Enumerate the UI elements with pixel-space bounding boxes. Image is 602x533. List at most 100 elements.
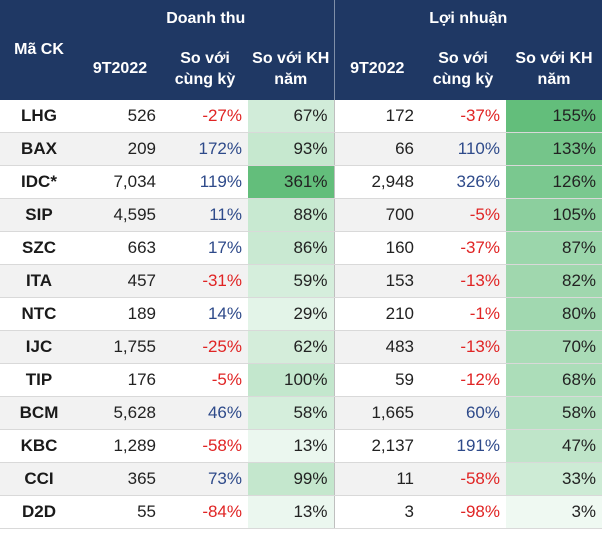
revenue-yoy-cell: 172% xyxy=(162,132,248,166)
ticker-cell: ITA xyxy=(0,264,78,298)
revenue-yoy-cell: -84% xyxy=(162,495,248,529)
revenue-cell: 176 xyxy=(78,363,162,397)
revenue-yoy-cell: -58% xyxy=(162,429,248,463)
revenue-yoy-header: So với cùng kỳ xyxy=(162,37,248,100)
profit-vs-plan-cell: 133% xyxy=(506,132,602,166)
revenue-group-header: Doanh thu xyxy=(78,0,334,37)
profit-vs-plan-cell: 80% xyxy=(506,297,602,331)
revenue-vs-plan-cell: 58% xyxy=(248,396,334,430)
revenue-vs-plan-cell: 93% xyxy=(248,132,334,166)
profit-cell: 2,137 xyxy=(333,429,420,463)
profit-yoy-cell: 110% xyxy=(420,132,506,166)
profit-vs-plan-cell: 3% xyxy=(506,495,602,529)
table-row: SZC 663 17% 86% 160 -37% 87% xyxy=(0,231,602,265)
profit-vs-plan-cell: 33% xyxy=(506,462,602,496)
ticker-cell: BCM xyxy=(0,396,78,430)
ticker-cell: KBC xyxy=(0,429,78,463)
table-row: SIP 4,595 11% 88% 700 -5% 105% xyxy=(0,198,602,232)
profit-yoy-header: So với cùng kỳ xyxy=(420,37,506,100)
revenue-vs-plan-header: So với KH năm xyxy=(248,37,334,100)
revenue-period-header: 9T2022 xyxy=(78,37,162,100)
profit-vs-plan-cell: 105% xyxy=(506,198,602,232)
profit-cell: 59 xyxy=(333,363,420,397)
table-header: Mã CK Doanh thu Lợi nhuận 9T2022 So với … xyxy=(0,0,602,100)
profit-yoy-cell: -5% xyxy=(420,198,506,232)
ticker-cell: NTC xyxy=(0,297,78,331)
profit-vs-plan-cell: 68% xyxy=(506,363,602,397)
ticker-column-header: Mã CK xyxy=(0,0,78,100)
profit-yoy-cell: -1% xyxy=(420,297,506,331)
revenue-cell: 457 xyxy=(78,264,162,298)
ticker-cell: SZC xyxy=(0,231,78,265)
revenue-vs-plan-cell: 99% xyxy=(248,462,334,496)
ticker-cell: IJC xyxy=(0,330,78,364)
ticker-cell: TIP xyxy=(0,363,78,397)
profit-vs-plan-cell: 70% xyxy=(506,330,602,364)
revenue-yoy-cell: -27% xyxy=(162,100,248,133)
ticker-cell: LHG xyxy=(0,100,78,133)
revenue-yoy-cell: 46% xyxy=(162,396,248,430)
profit-yoy-cell: -12% xyxy=(420,363,506,397)
profit-vs-plan-cell: 155% xyxy=(506,100,602,133)
revenue-vs-plan-cell: 67% xyxy=(248,100,334,133)
profit-period-header: 9T2022 xyxy=(333,37,420,100)
profit-vs-plan-header: So với KH năm xyxy=(506,37,602,100)
revenue-cell: 1,289 xyxy=(78,429,162,463)
revenue-yoy-cell: 73% xyxy=(162,462,248,496)
revenue-cell: 5,628 xyxy=(78,396,162,430)
revenue-cell: 526 xyxy=(78,100,162,133)
profit-yoy-cell: -13% xyxy=(420,264,506,298)
revenue-cell: 663 xyxy=(78,231,162,265)
profit-cell: 153 xyxy=(333,264,420,298)
ticker-cell: SIP xyxy=(0,198,78,232)
table-body: LHG 526 -27% 67% 172 -37% 155% BAX 209 172% 93% 66 1… xyxy=(0,100,602,529)
revenue-vs-plan-cell: 29% xyxy=(248,297,334,331)
ticker-cell: BAX xyxy=(0,132,78,166)
revenue-cell: 209 xyxy=(78,132,162,166)
revenue-yoy-cell: -25% xyxy=(162,330,248,364)
revenue-cell: 4,595 xyxy=(78,198,162,232)
ticker-cell: CCI xyxy=(0,462,78,496)
profit-cell: 66 xyxy=(333,132,420,166)
profit-cell: 1,665 xyxy=(333,396,420,430)
profit-cell: 210 xyxy=(333,297,420,331)
revenue-cell: 1,755 xyxy=(78,330,162,364)
profit-yoy-cell: -13% xyxy=(420,330,506,364)
profit-cell: 11 xyxy=(333,462,420,496)
profit-vs-plan-cell: 87% xyxy=(506,231,602,265)
revenue-vs-plan-cell: 361% xyxy=(248,165,334,199)
profit-cell: 483 xyxy=(333,330,420,364)
profit-vs-plan-cell: 58% xyxy=(506,396,602,430)
table-row: LHG 526 -27% 67% 172 -37% 155% xyxy=(0,100,602,133)
revenue-yoy-cell: 17% xyxy=(162,231,248,265)
table-row: KBC 1,289 -58% 13% 2,137 191% 47% xyxy=(0,429,602,463)
profit-cell: 160 xyxy=(333,231,420,265)
table-row: NTC 189 14% 29% 210 -1% 80% xyxy=(0,297,602,331)
profit-yoy-cell: 191% xyxy=(420,429,506,463)
revenue-vs-plan-cell: 86% xyxy=(248,231,334,265)
profit-vs-plan-cell: 82% xyxy=(506,264,602,298)
profit-cell: 3 xyxy=(333,495,420,529)
profit-cell: 2,948 xyxy=(333,165,420,199)
revenue-yoy-cell: 119% xyxy=(162,165,248,199)
ticker-cell: D2D xyxy=(0,495,78,529)
table-row: CCI 365 73% 99% 11 -58% 33% xyxy=(0,462,602,496)
profit-group-header: Lợi nhuận xyxy=(333,0,602,37)
revenue-vs-plan-cell: 62% xyxy=(248,330,334,364)
profit-yoy-cell: 60% xyxy=(420,396,506,430)
revenue-cell: 365 xyxy=(78,462,162,496)
revenue-yoy-cell: -31% xyxy=(162,264,248,298)
ticker-cell: IDC* xyxy=(0,165,78,199)
revenue-cell: 7,034 xyxy=(78,165,162,199)
revenue-vs-plan-cell: 13% xyxy=(248,495,334,529)
revenue-vs-plan-cell: 100% xyxy=(248,363,334,397)
revenue-yoy-cell: -5% xyxy=(162,363,248,397)
table-row: TIP 176 -5% 100% 59 -12% 68% xyxy=(0,363,602,397)
profit-cell: 172 xyxy=(333,100,420,133)
table-row: IDC* 7,034 119% 361% 2,948 326% 126% xyxy=(0,165,602,199)
table-row: BCM 5,628 46% 58% 1,665 60% 58% xyxy=(0,396,602,430)
table-row: BAX 209 172% 93% 66 110% 133% xyxy=(0,132,602,166)
profit-yoy-cell: -58% xyxy=(420,462,506,496)
table-row: D2D 55 -84% 13% 3 -98% 3% xyxy=(0,495,602,529)
profit-yoy-cell: -37% xyxy=(420,100,506,133)
